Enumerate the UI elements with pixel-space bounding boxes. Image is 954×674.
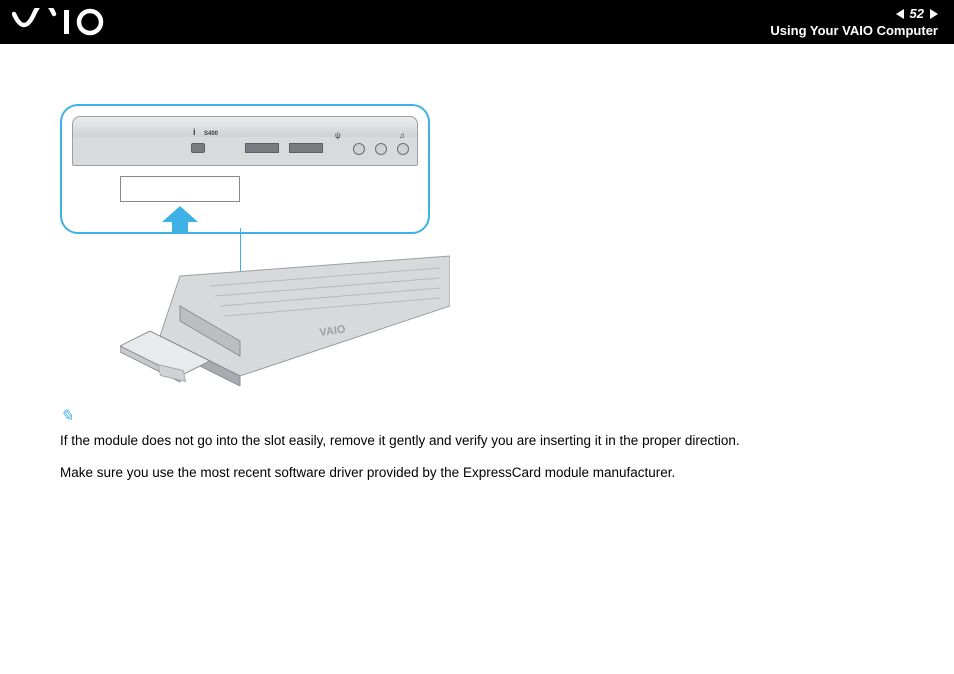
page-content: i S400 ψ ♫ <box>0 44 954 482</box>
vaio-logo <box>12 8 122 36</box>
laptop-illustration: VAIO <box>60 228 430 398</box>
expresscard-slot-icon <box>120 176 240 202</box>
next-page-arrow-icon[interactable] <box>930 9 938 19</box>
audio-jack-icon <box>375 143 387 155</box>
laptop-side-ports: i S400 ψ ♫ <box>72 116 418 166</box>
ilink-icon: i <box>193 127 196 137</box>
laptop-perspective-icon: VAIO <box>120 246 450 386</box>
callout-frame: i S400 ψ ♫ <box>60 104 430 234</box>
prev-page-arrow-icon[interactable] <box>896 9 904 19</box>
usb-symbol-icon: ψ <box>335 131 341 140</box>
page-number: 52 <box>910 6 924 21</box>
section-title: Using Your VAIO Computer <box>770 23 938 38</box>
page-indicator: 52 <box>896 6 938 21</box>
note-paragraph-2: Make sure you use the most recent softwa… <box>60 464 894 482</box>
audio-jack-icon <box>353 143 365 155</box>
page-nav: 52 Using Your VAIO Computer <box>770 6 938 38</box>
usb-port-icon <box>245 143 279 153</box>
usb-port-icon <box>289 143 323 153</box>
page-header: 52 Using Your VAIO Computer <box>0 0 954 44</box>
firewire-port-icon <box>191 143 205 153</box>
s400-label: S400 <box>204 131 218 137</box>
note-icon: ✎ <box>60 406 894 426</box>
headphone-jack-icon <box>397 143 409 155</box>
headphone-icon: ♫ <box>399 131 405 140</box>
note-paragraph-1: If the module does not go into the slot … <box>60 432 894 450</box>
